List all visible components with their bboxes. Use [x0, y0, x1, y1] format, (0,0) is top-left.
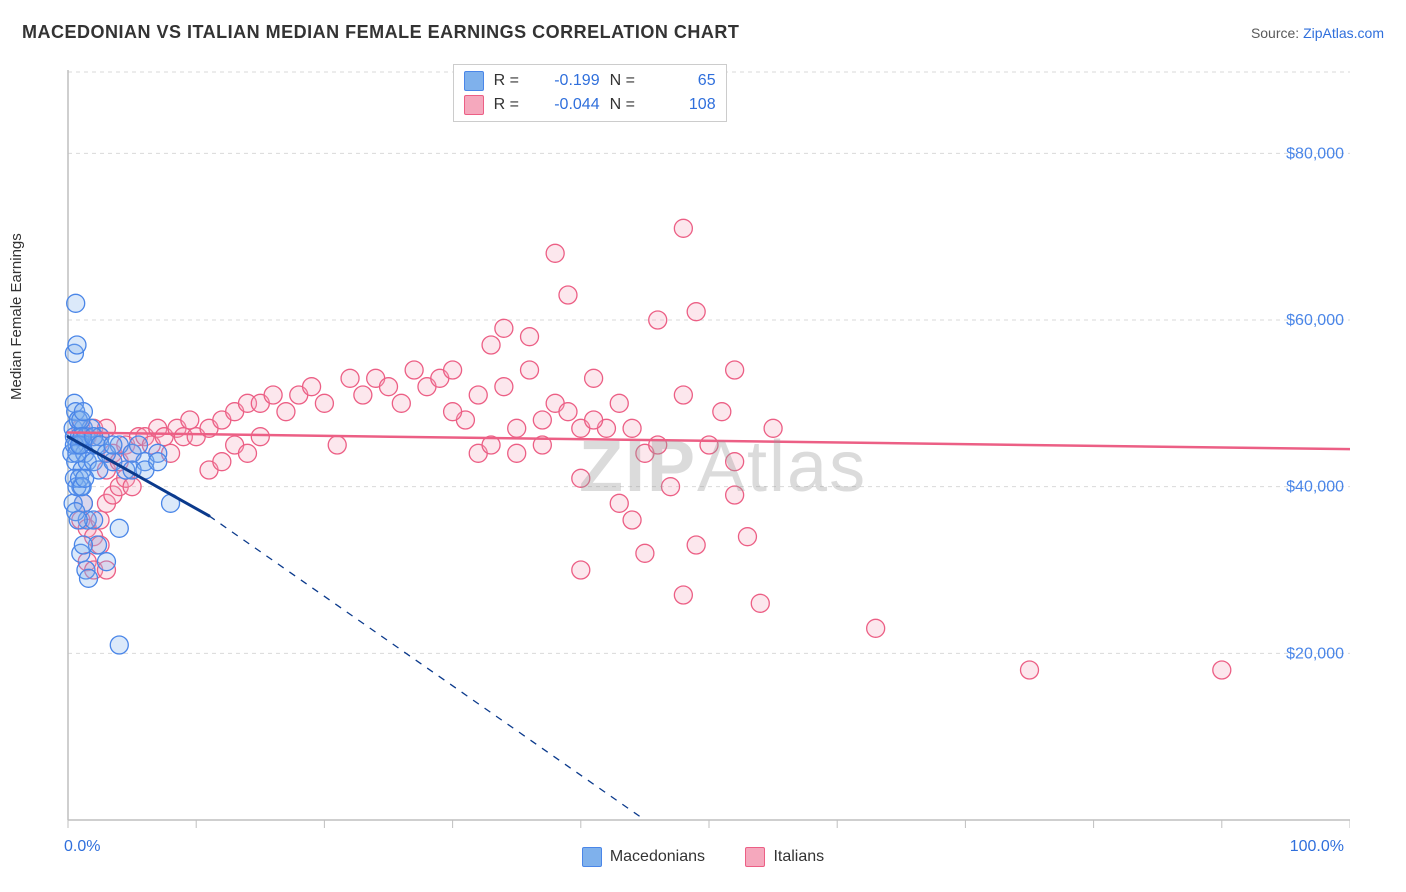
scatter-chart-svg: $20,000 $40,000 $60,000 $80,000: [50, 60, 1350, 830]
svg-text:$40,000: $40,000: [1286, 479, 1344, 496]
svg-text:$60,000: $60,000: [1286, 312, 1344, 329]
legend-label: Macedonians: [610, 848, 705, 866]
legend-swatch-icon: [582, 847, 602, 867]
source-label: Source:: [1251, 25, 1299, 41]
svg-text:$20,000: $20,000: [1286, 645, 1344, 662]
source-link[interactable]: ZipAtlas.com: [1303, 25, 1384, 41]
legend-swatch-icon: [745, 847, 765, 867]
source-attribution: Source: ZipAtlas.com: [1251, 25, 1384, 41]
chart-title: MACEDONIAN VS ITALIAN MEDIAN FEMALE EARN…: [22, 22, 739, 43]
legend-label: Italians: [773, 848, 824, 866]
y-axis-label: Median Female Earnings: [8, 233, 25, 400]
correlation-legend-box: R =-0.199N =65R =-0.044N =108: [453, 64, 727, 122]
legend-item-macedonians: Macedonians: [582, 847, 705, 867]
chart-header: MACEDONIAN VS ITALIAN MEDIAN FEMALE EARN…: [22, 22, 1384, 43]
svg-text:$80,000: $80,000: [1286, 145, 1344, 162]
chart-plot-area: $20,000$40,000$60,000$80,000 ZIPAtlas R …: [50, 60, 1350, 830]
series-legend: Macedonians Italians: [0, 847, 1406, 872]
legend-item-italians: Italians: [745, 847, 824, 867]
